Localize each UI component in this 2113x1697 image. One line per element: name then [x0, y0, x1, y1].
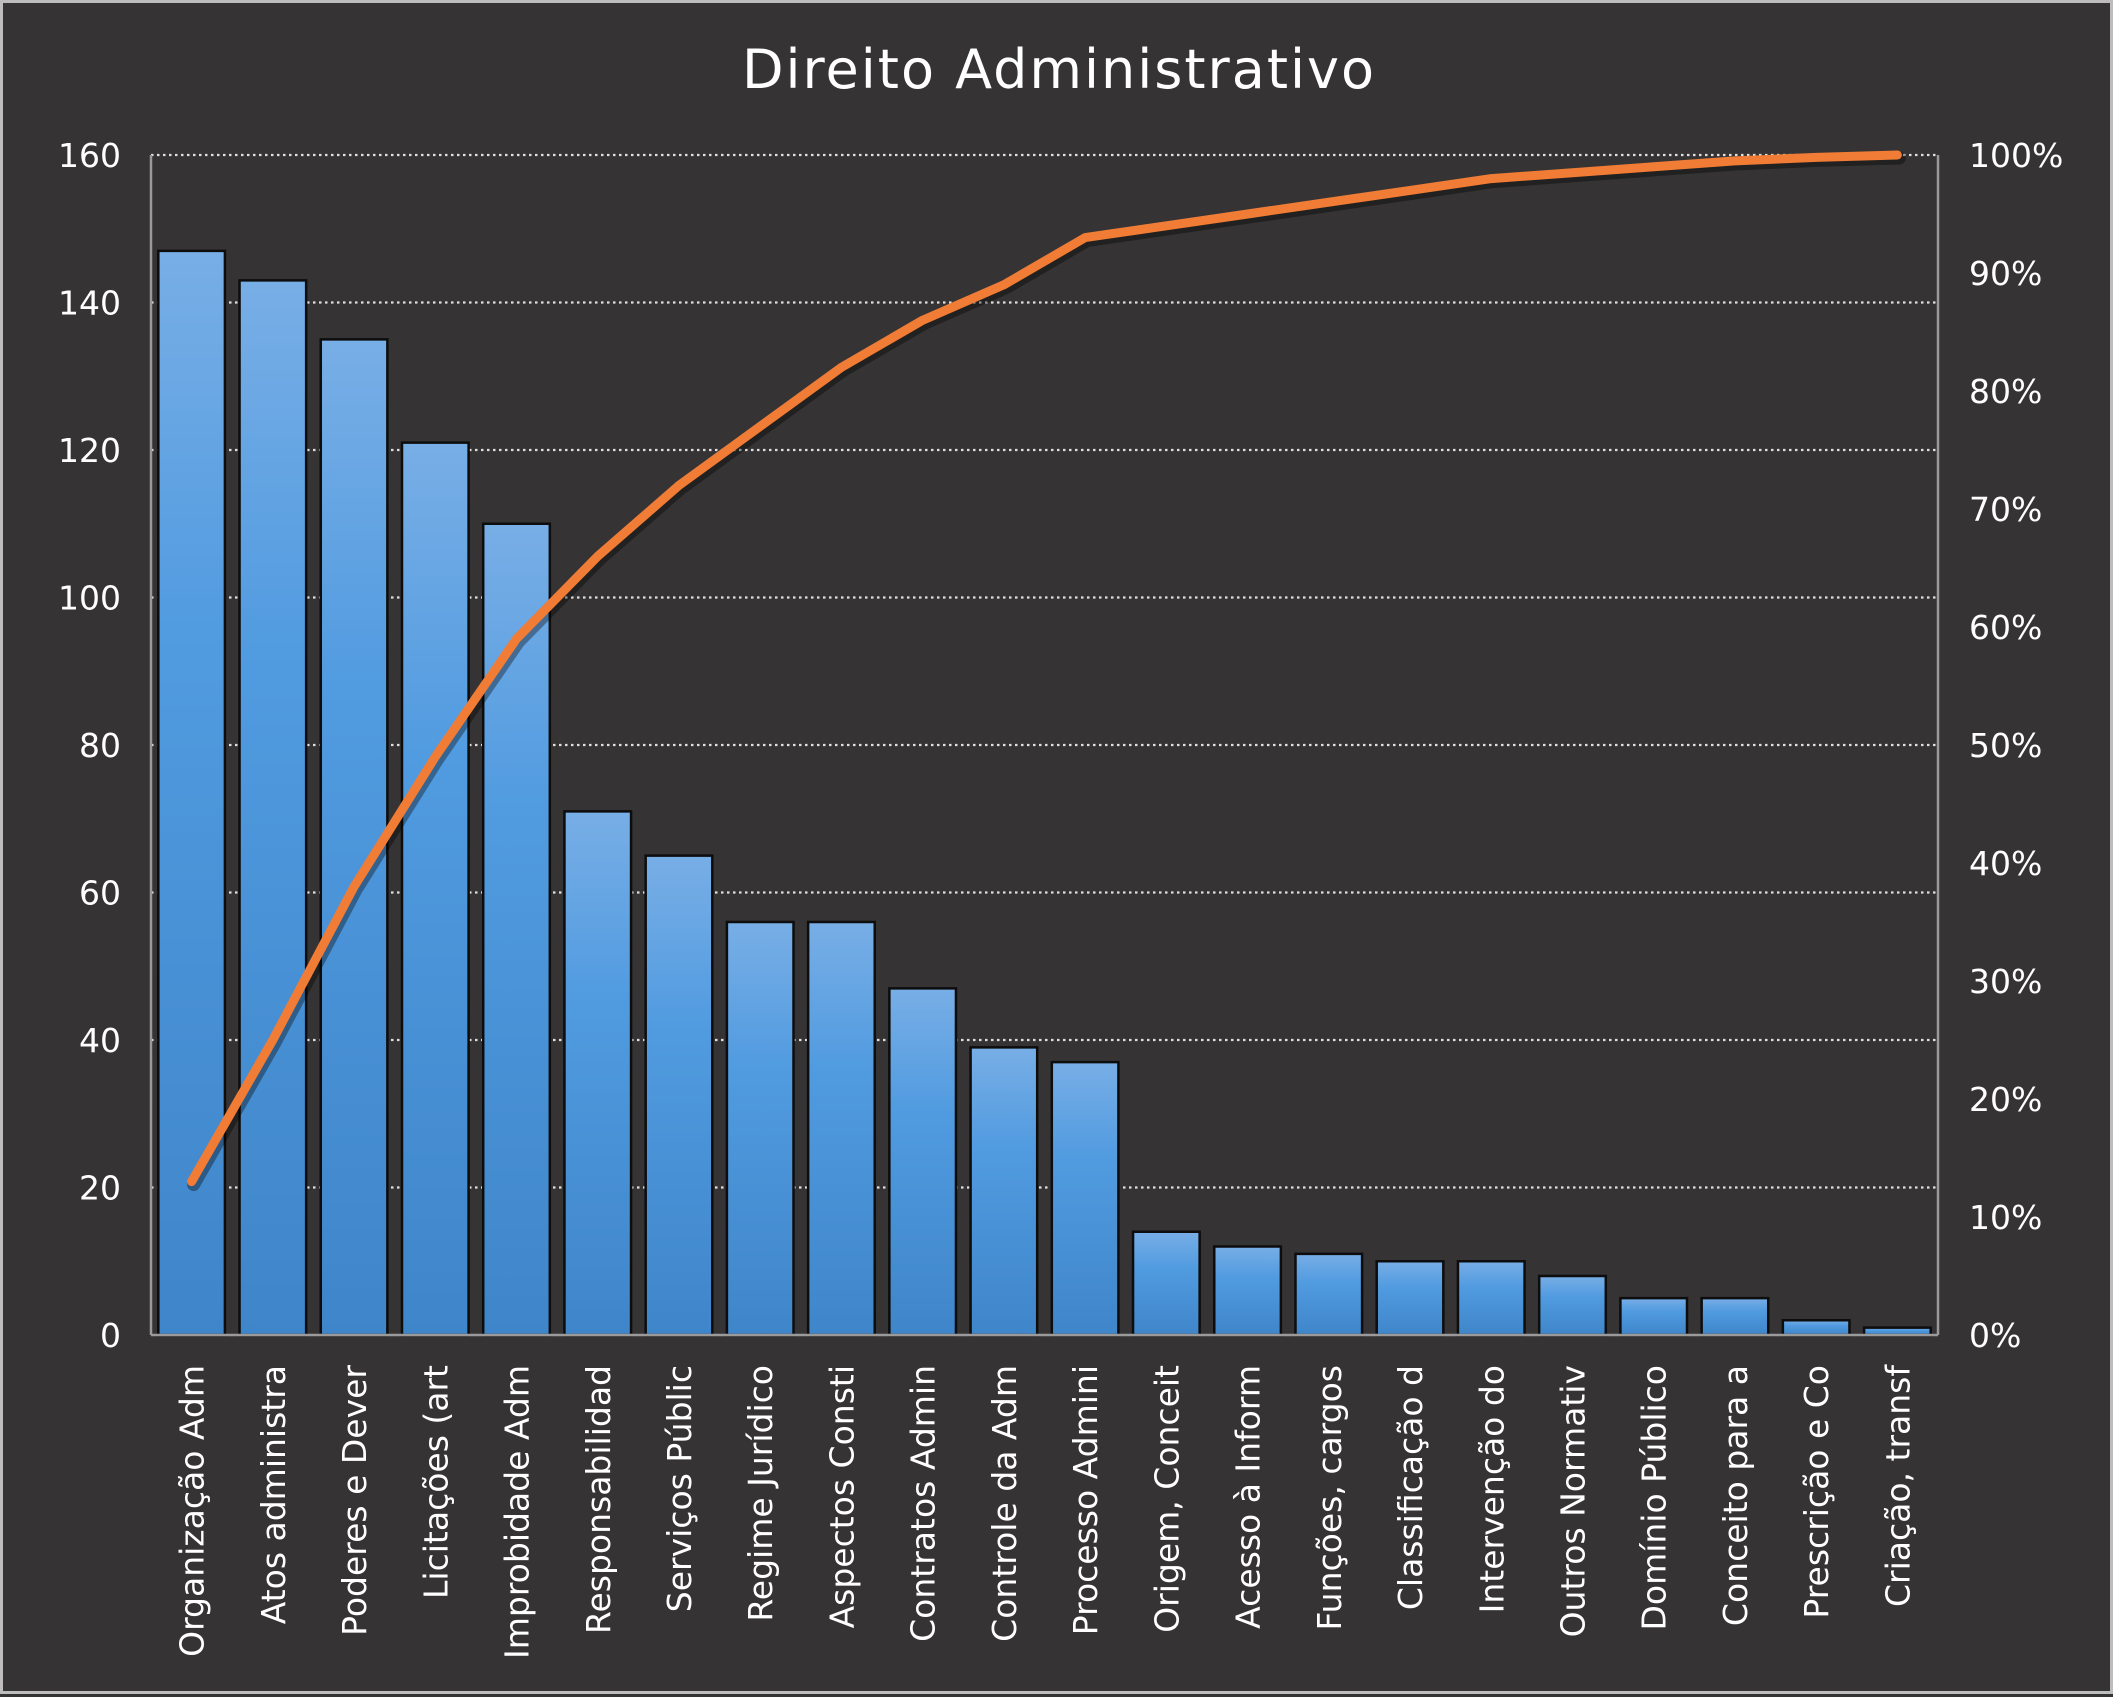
y-tick-label: 40: [79, 1021, 121, 1060]
y-tick-label: 60: [79, 874, 121, 913]
bar: [238, 279, 308, 1337]
bar: [806, 920, 876, 1337]
y-tick-label: 120: [58, 431, 121, 470]
category-label: Controle da Adm: [985, 1365, 1024, 1642]
category-label: Improbidade Adm: [498, 1365, 537, 1659]
category-labels: Organização Adm Atos administra Poderes e …: [173, 1364, 1918, 1659]
category-label: Classificação d: [1391, 1365, 1430, 1610]
y2-tick-label: 60%: [1969, 608, 2042, 647]
category-label: Processo Admini: [1066, 1365, 1105, 1635]
right-axis-ticks: 0% 10% 20% 30% 40% 50% 60% 70% 80% 90% 100%: [1969, 136, 2063, 1355]
y2-tick-label: 50%: [1969, 726, 2042, 765]
bar: [1294, 1252, 1364, 1337]
bar: [1050, 1060, 1120, 1337]
category-label: Responsabilidad: [579, 1365, 618, 1634]
y2-tick-label: 20%: [1969, 1080, 2042, 1119]
y-tick-label: 0: [100, 1316, 121, 1355]
category-label: Atos administra: [254, 1365, 293, 1624]
cumulative-line: [187, 150, 1906, 1192]
category-label: Funções, cargos: [1310, 1365, 1349, 1631]
cumulative-line-series: [187, 150, 1902, 1187]
y2-tick-label: 80%: [1969, 372, 2042, 411]
bar: [1537, 1274, 1608, 1337]
bar: [1131, 1230, 1201, 1337]
category-label: Conceito para a: [1716, 1365, 1755, 1626]
bar: [1375, 1260, 1445, 1337]
pareto-chart: Direito Administrativo 0 20 40 60 80 100 120 14…: [58, 38, 2063, 1659]
bar: [725, 920, 795, 1337]
y-tick-label: 140: [58, 284, 121, 323]
y-tick-label: 160: [58, 136, 121, 175]
bar: [1781, 1319, 1851, 1337]
category-label: Origem, Conceit: [1147, 1365, 1186, 1633]
category-label: Regime Jurídico: [741, 1365, 780, 1622]
bar: [888, 987, 958, 1337]
y-tick-label: 100: [58, 579, 121, 618]
y-tick-label: 80: [79, 726, 121, 765]
category-label: Contratos Admin: [904, 1365, 943, 1642]
y2-tick-label: 0%: [1969, 1316, 2021, 1355]
category-label: Prescrição e Co: [1797, 1365, 1836, 1619]
bar: [1700, 1296, 1770, 1337]
bar: [157, 249, 227, 1337]
bar: [563, 810, 633, 1337]
y-tick-label: 20: [79, 1169, 121, 1208]
bar: [1213, 1245, 1283, 1337]
bar: [644, 854, 714, 1337]
bar: [969, 1046, 1039, 1337]
category-label: Licitações (art: [416, 1365, 455, 1599]
y2-tick-label: 40%: [1969, 844, 2042, 883]
y2-tick-label: 10%: [1969, 1198, 2042, 1237]
category-label: Acesso à Inform: [1229, 1365, 1268, 1629]
bar: [319, 338, 389, 1337]
bar: [1456, 1260, 1526, 1337]
bar: [400, 441, 470, 1337]
left-axis-ticks: 0 20 40 60 80 100 120 140 160: [58, 136, 121, 1355]
category-label: Outros Normativ: [1554, 1365, 1593, 1637]
gridlines: [151, 153, 1938, 1189]
category-label: Poderes e Dever: [335, 1365, 374, 1636]
category-label: Serviços Públic: [660, 1365, 699, 1612]
chart-title: Direito Administrativo: [742, 38, 1376, 101]
bar: [481, 522, 552, 1337]
bar: [1619, 1296, 1689, 1337]
y2-tick-label: 90%: [1969, 254, 2042, 293]
y2-tick-label: 30%: [1969, 962, 2042, 1001]
category-label: Intervenção do: [1472, 1365, 1511, 1613]
bars: [157, 249, 1932, 1337]
category-label: Aspectos Consti: [822, 1365, 861, 1628]
category-label: Domínio Público: [1635, 1365, 1674, 1631]
y2-tick-label: 70%: [1969, 490, 2042, 529]
axes: [149, 155, 1940, 1337]
category-label: Criação, transf: [1878, 1364, 1917, 1607]
category-label: Organização Adm: [173, 1365, 212, 1657]
y2-tick-label: 100%: [1969, 136, 2063, 175]
